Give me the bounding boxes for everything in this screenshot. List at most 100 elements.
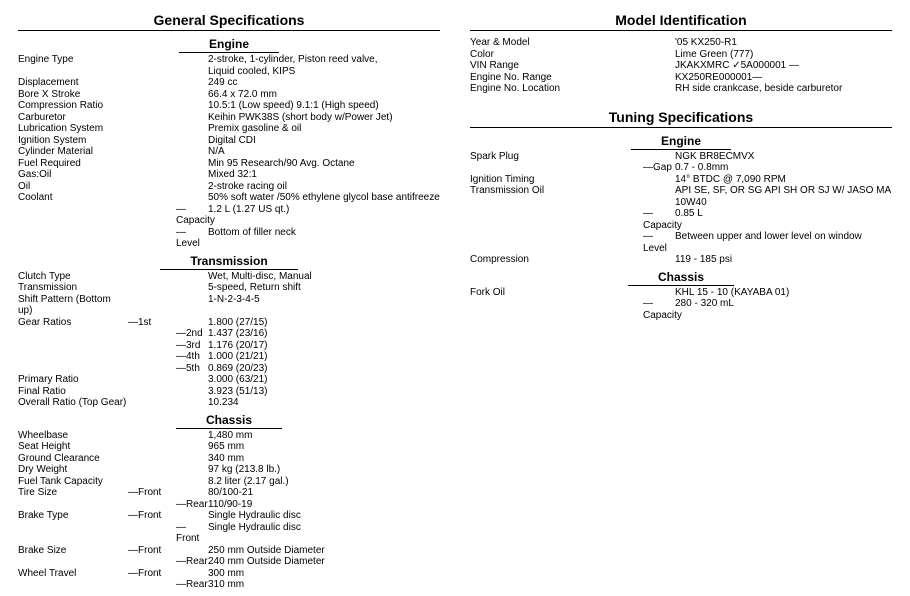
spec-sublabel: —Gap [595,162,675,174]
spec-label: Transmission [18,282,128,294]
spec-value: 5-speed, Return shift [208,282,440,294]
spec-sublabel [128,282,208,294]
spec-sublabel: —5th [128,363,208,375]
spec-label: Ignition Timing [470,174,595,186]
spec-label: Gear Ratios [18,317,128,329]
spec-row: Primary Ratio3.000 (63/21) [18,374,440,386]
spec-sublabel: —Level [595,231,675,254]
spec-row: Engine No. RangeKX250RE000001— [470,72,892,84]
spec-label [470,162,595,174]
spec-label [18,499,128,511]
spec-label [18,328,128,340]
spec-row: —Capacity280 - 320 mL [470,298,892,321]
spec-value: 10.5:1 (Low speed) 9.1:1 (High speed) [208,100,440,112]
spec-sublabel: —Rear [128,556,208,568]
spec-value: 300 mm [208,568,440,580]
spec-row: Transmission OilAPI SE, SF, OR SG API SH… [470,185,892,208]
tuning-engine-title: Engine [470,134,892,150]
spec-value: 0.869 (20/23) [208,363,440,375]
spec-value: 1.2 L (1.27 US qt.) [208,204,440,227]
spec-label: Engine Type [18,54,128,66]
spec-sublabel: —Rear [128,499,208,511]
tuning-chassis-table: Fork Oil KHL 15 - 10 (KAYABA 01)—Capacity… [470,287,892,322]
spec-row: Seat Height965 mm [18,441,440,453]
spec-sublabel: —4th [128,351,208,363]
spec-row: ColorLime Green (777) [470,49,892,61]
model-title: Model Identification [470,12,892,31]
spec-row: CarburetorKeihin PWK38S (short body w/Po… [18,112,440,124]
spec-sublabel [128,112,208,124]
spec-value: '05 KX250-R1 [675,37,892,49]
spec-value: 10.234 [208,397,440,409]
spec-label [470,231,595,254]
spec-value: 0.7 - 0.8mm [675,162,892,174]
spec-row: Overall Ratio (Top Gear)10.234 [18,397,440,409]
spec-label: Dry Weight [18,464,128,476]
spec-label [18,556,128,568]
spec-sublabel [128,271,208,283]
spec-label: Year & Model [470,37,595,49]
spec-row: Fork Oil KHL 15 - 10 (KAYABA 01) [470,287,892,299]
spec-value: API SE, SF, OR SG API SH OR SJ W/ JASO M… [675,185,892,208]
spec-label: Compression [470,254,595,266]
spec-value: Between upper and lower level on window [675,231,892,254]
spec-label [470,298,595,321]
spec-sublabel [595,60,675,72]
spec-label: Fork Oil [470,287,595,299]
spec-value: Mixed 32:1 [208,169,440,181]
spec-label [18,522,128,545]
spec-label: Brake Type [18,510,128,522]
spec-sublabel: —3rd [128,340,208,352]
spec-row: Year & Model '05 KX250-R1 [470,37,892,49]
general-title: General Specifications [18,12,440,31]
spec-row: Cylinder MaterialN/A [18,146,440,158]
spec-row: Brake Size—Front250 mm Outside Diameter [18,545,440,557]
spec-sublabel: —Capacity [595,298,675,321]
spec-label [470,208,595,231]
spec-value: Lime Green (777) [675,49,892,61]
spec-sublabel [128,294,208,317]
spec-value: 249 cc [208,77,440,89]
spec-label: Wheelbase [18,430,128,442]
model-table: Year & Model '05 KX250-R1ColorLime Green … [470,37,892,95]
spec-label: Shift Pattern (Bottom up) [18,294,128,317]
spec-sublabel [595,254,675,266]
spec-page: General Specifications Engine Engine Typ… [18,8,892,591]
spec-sublabel: —Front [128,487,208,499]
spec-value: Min 95 Research/90 Avg. Octane [208,158,440,170]
spec-row: Bore X Stroke66.4 x 72.0 mm [18,89,440,101]
spec-value: 0.85 L [675,208,892,231]
spec-label [18,340,128,352]
spec-sublabel [128,430,208,442]
spec-row: —LevelBetween upper and lower level on w… [470,231,892,254]
spec-row: Fuel Tank Capacity8.2 liter (2.17 gal.) [18,476,440,488]
spec-sublabel [128,169,208,181]
spec-row: Ignition Timing14° BTDC @ 7,090 RPM [470,174,892,186]
general-chassis-title: Chassis [18,413,440,429]
spec-label: Ignition System [18,135,128,147]
spec-sublabel [595,37,675,49]
left-column: General Specifications Engine Engine Typ… [18,8,440,591]
spec-sublabel [128,123,208,135]
tuning-engine-table: Spark PlugNGK BR8ECMVX—Gap0.7 - 0.8mmIgn… [470,151,892,266]
spec-sublabel [128,181,208,193]
spec-label [18,579,128,591]
spec-value: 1.437 (23/16) [208,328,440,340]
spec-label: Gas:Oil [18,169,128,181]
spec-sublabel [595,83,675,95]
spec-row: —Rear240 mm Outside Diameter [18,556,440,568]
spec-value: KHL 15 - 10 (KAYABA 01) [675,287,892,299]
spec-row: —Gap0.7 - 0.8mm [470,162,892,174]
spec-label: Coolant [18,192,128,204]
spec-value: 119 - 185 psi [675,254,892,266]
spec-sublabel: —2nd [128,328,208,340]
general-chassis-table: Wheelbase1,480 mmSeat Height965 mmGround… [18,430,440,591]
spec-sublabel [595,287,675,299]
spec-value: N/A [208,146,440,158]
spec-value: Single Hydraulic disc [208,510,440,522]
spec-row: Transmission 5-speed, Return shift [18,282,440,294]
spec-value: 66.4 x 72.0 mm [208,89,440,101]
spec-value: 340 mm [208,453,440,465]
spec-sublabel [128,77,208,89]
spec-label: Brake Size [18,545,128,557]
